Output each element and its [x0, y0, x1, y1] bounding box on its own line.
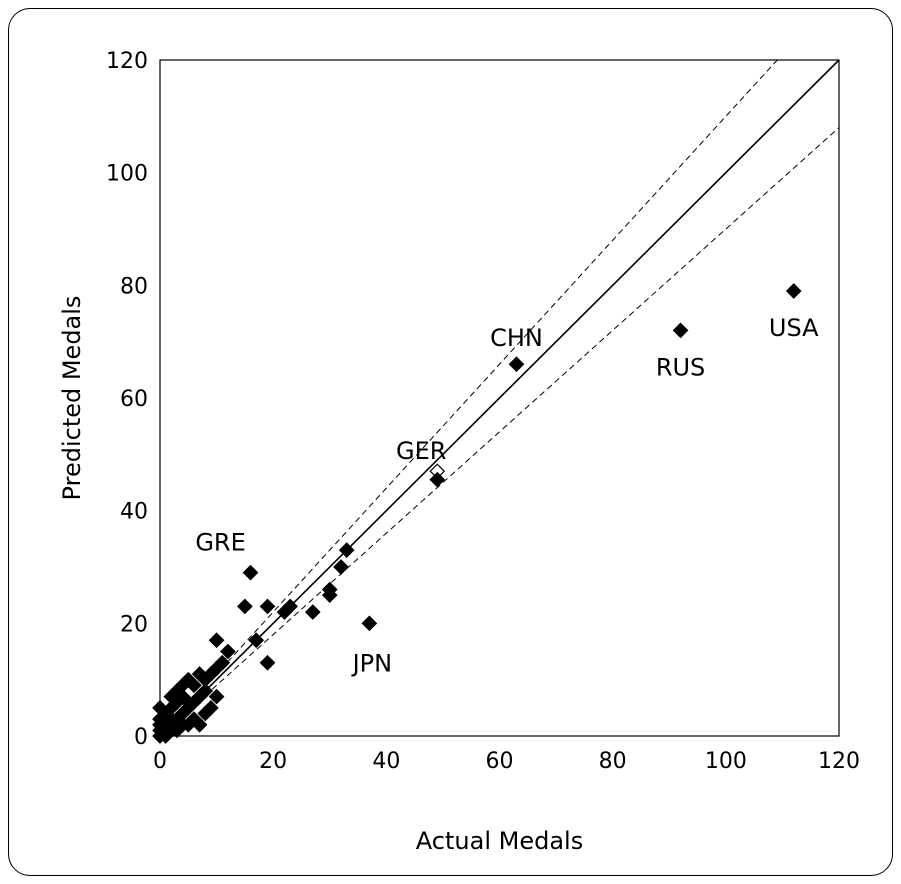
y-tick-label: 40 — [120, 500, 148, 525]
point-jpn — [361, 615, 378, 632]
point-gre — [242, 564, 259, 581]
x-tick-label: 100 — [705, 749, 747, 774]
data-point — [180, 694, 197, 711]
data-point — [163, 688, 180, 705]
data-points — [152, 283, 802, 744]
point-usa — [785, 283, 802, 299]
label-rus: RUS — [656, 353, 705, 381]
y-tick-label: 20 — [120, 612, 148, 637]
y-tick-label: 80 — [120, 274, 148, 299]
data-point — [220, 643, 236, 660]
point-rus — [672, 322, 689, 339]
reference-lines — [159, 59, 840, 737]
data-point — [429, 471, 446, 488]
label-chn: CHN — [490, 324, 543, 352]
y-tick-label: 120 — [106, 49, 148, 74]
data-point — [304, 604, 321, 620]
plot-area — [159, 59, 840, 737]
x-tick-label: 40 — [372, 749, 400, 774]
x-tick-label: 80 — [599, 749, 627, 774]
y-axis-label: Predicted Medals — [58, 296, 86, 501]
data-point — [259, 598, 276, 615]
data-point — [186, 711, 202, 727]
point-chn — [508, 356, 525, 373]
x-tick-label: 60 — [486, 749, 514, 774]
y-tick-label: 0 — [134, 725, 148, 750]
x-tick-label: 0 — [153, 749, 167, 774]
data-point — [191, 666, 208, 682]
label-usa: USA — [769, 314, 819, 342]
data-point — [237, 598, 253, 615]
label-gre: GRE — [195, 529, 245, 557]
point-annotations: USA RUS CHN GER JPN GRE — [195, 314, 819, 677]
chart-frame — [8, 8, 893, 876]
data-point — [208, 632, 225, 649]
data-point — [338, 542, 355, 558]
tolerance-line-1 — [159, 59, 778, 737]
data-point — [276, 604, 293, 620]
data-point — [174, 716, 191, 733]
y-tick-label: 60 — [120, 387, 148, 412]
data-point — [208, 688, 225, 705]
data-point — [163, 711, 180, 727]
y-tick-label: 100 — [106, 162, 148, 187]
data-point — [203, 699, 219, 716]
x-axis-label: Actual Medals — [416, 827, 583, 855]
x-tick-label: 20 — [259, 749, 287, 774]
data-point — [248, 632, 265, 649]
tolerance-line-2 — [159, 127, 840, 737]
x-tick-label: 120 — [818, 749, 860, 774]
data-point — [321, 587, 338, 604]
data-point — [259, 654, 276, 671]
x-axis-ticks: 0 20 40 60 80 100 120 — [153, 749, 860, 774]
y-axis-ticks: 0 20 40 60 80 100 120 — [106, 49, 148, 750]
label-ger: GER — [396, 437, 446, 465]
data-point — [174, 677, 191, 694]
data-point — [152, 699, 168, 716]
data-point — [333, 559, 349, 575]
label-jpn: JPN — [351, 649, 393, 677]
identity-line — [159, 59, 840, 737]
